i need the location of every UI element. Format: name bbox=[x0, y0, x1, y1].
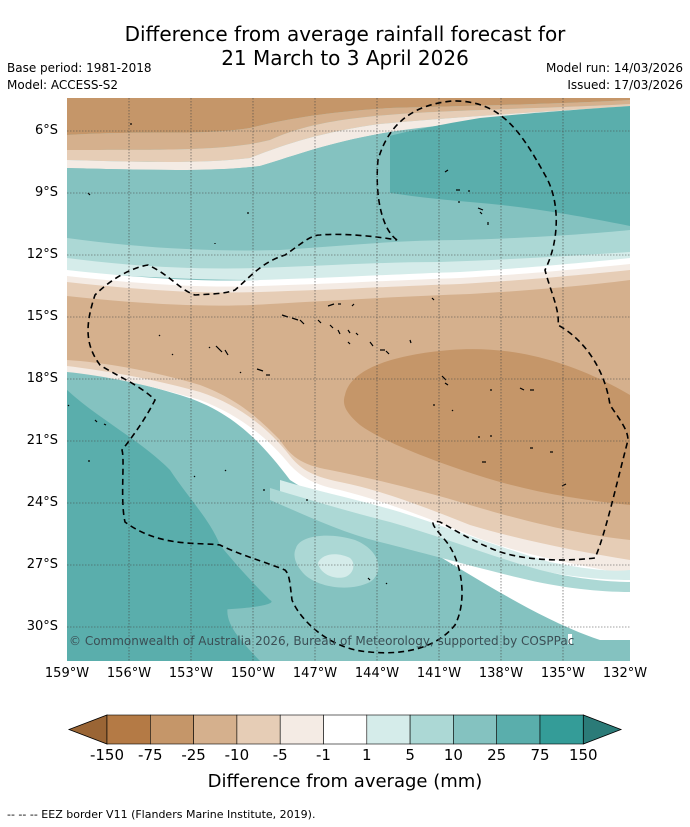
lon-label-141w: 141°W bbox=[416, 666, 462, 681]
meta-left: Base period: 1981-2018 Model: ACCESS-S2 bbox=[7, 60, 152, 94]
colorbar-tick-label: -10 bbox=[224, 746, 250, 764]
colorbar-cell bbox=[236, 714, 281, 745]
colorbar-title: Difference from average (mm) bbox=[207, 771, 483, 792]
lon-label-150w: 150°W bbox=[230, 666, 276, 681]
north-light-band bbox=[67, 104, 630, 162]
colorbar-under-triangle bbox=[67, 714, 108, 745]
island-marks bbox=[67, 123, 567, 585]
lat-label-18s: 18°S bbox=[26, 371, 58, 386]
lat-label-12s: 12°S bbox=[26, 247, 58, 262]
lon-label-159w: 159°W bbox=[44, 666, 90, 681]
model-run: Model run: 14/03/2026 bbox=[545, 61, 683, 75]
lon-label-153w: 153°W bbox=[168, 666, 214, 681]
colorbar-over-triangle bbox=[582, 714, 623, 745]
colorbar-cells bbox=[67, 714, 623, 745]
colorbar-tick-label: 10 bbox=[443, 746, 463, 764]
eez-border-line bbox=[87, 100, 629, 654]
colorbar-tick-label: -75 bbox=[138, 746, 163, 764]
colorbar-cell bbox=[496, 714, 541, 745]
colorbar-tick-label: 5 bbox=[405, 746, 415, 764]
colorbar-cell bbox=[106, 714, 151, 745]
copyright-notice: © Commonwealth of Australia 2026, Bureau… bbox=[69, 634, 575, 648]
lon-label-135w: 135°W bbox=[540, 666, 586, 681]
north-tan-band bbox=[67, 100, 630, 150]
map-title: Difference from average rainfall forecas… bbox=[0, 22, 690, 70]
colorbar-cell bbox=[453, 714, 497, 745]
model-name: Model: ACCESS-S2 bbox=[7, 78, 119, 92]
north-brown-band bbox=[67, 98, 630, 135]
lat-label-30s: 30°S bbox=[26, 619, 58, 634]
colorbar-tick-label: 75 bbox=[530, 746, 550, 764]
small-island-mark bbox=[568, 634, 572, 644]
lon-label-156w: 156°W bbox=[106, 666, 152, 681]
lon-label-138w: 138°W bbox=[478, 666, 524, 681]
south-pale-teal-blob bbox=[318, 554, 354, 578]
colorbar-tick-label: -150 bbox=[89, 746, 125, 764]
graticule bbox=[67, 98, 630, 661]
rainfall-map bbox=[67, 98, 630, 661]
central-brown-region bbox=[343, 349, 630, 505]
lat-label-6s: 6°S bbox=[34, 123, 58, 138]
colorbar-tick-label: 150 bbox=[568, 746, 598, 764]
lat-label-9s: 9°S bbox=[34, 185, 58, 200]
colorbar-tick-label: 25 bbox=[487, 746, 507, 764]
title-line-1: Difference from average rainfall forecas… bbox=[124, 22, 566, 46]
colorbar-cell bbox=[150, 714, 194, 745]
colorbar-cell bbox=[193, 714, 238, 745]
colorbar-cell bbox=[366, 714, 411, 745]
sw-dark-teal-region-2 bbox=[67, 430, 260, 661]
colorbar-tick-label: -5 bbox=[272, 746, 288, 764]
lon-label-144w: 144°W bbox=[354, 666, 400, 681]
north-dark-teal-blob bbox=[316, 106, 630, 226]
colorbar-cell bbox=[323, 714, 368, 745]
lon-label-147w: 147°W bbox=[292, 666, 338, 681]
colorbar-cell bbox=[539, 714, 584, 745]
colorbar-cell bbox=[279, 714, 324, 745]
title-line-2: 21 March to 3 April 2026 bbox=[221, 46, 469, 70]
south-light-teal-band bbox=[270, 488, 630, 592]
lat-label-24s: 24°S bbox=[26, 495, 58, 510]
north-white-band bbox=[67, 106, 630, 170]
lat-label-27s: 27°S bbox=[26, 557, 58, 572]
lat-label-21s: 21°S bbox=[26, 433, 58, 448]
lon-label-132w: 132°W bbox=[602, 666, 648, 681]
lat-label-15s: 15°S bbox=[26, 309, 58, 324]
south-pale-band bbox=[280, 480, 630, 580]
colorbar-cell bbox=[409, 714, 454, 745]
colorbar-tick-label: -1 bbox=[316, 746, 331, 764]
base-period: Base period: 1981-2018 bbox=[7, 61, 152, 75]
issued-date: Issued: 17/03/2026 bbox=[567, 78, 683, 92]
north-mid-teal-band bbox=[67, 132, 390, 236]
colorbar-tick-label: 1 bbox=[362, 746, 372, 764]
meta-right: Model run: 14/03/2026 Issued: 17/03/2026 bbox=[546, 60, 683, 94]
eez-legend-footer: -- -- -- EEZ border V11 (Flanders Marine… bbox=[7, 808, 316, 821]
colorbar-tick-label: -25 bbox=[181, 746, 206, 764]
